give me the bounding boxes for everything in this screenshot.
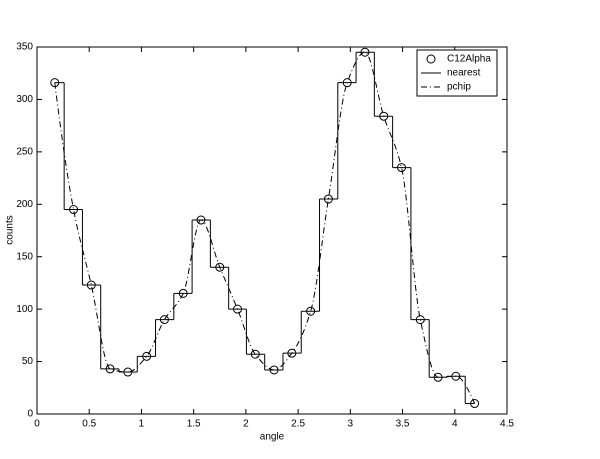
y-tick-label: 100 <box>16 304 33 315</box>
legend-symbol <box>426 54 436 64</box>
y-tick-label: 250 <box>16 146 33 157</box>
legend-label: C12Alpha <box>447 54 491 65</box>
x-axis-label: angle <box>260 432 285 443</box>
y-tick-label: 150 <box>16 251 33 262</box>
legend-label: pchip <box>447 82 471 93</box>
y-tick-label: 300 <box>16 94 33 105</box>
x-tick-label: 1.5 <box>187 419 201 430</box>
x-tick-label: 4.5 <box>500 419 514 430</box>
y-axis-label: counts <box>5 215 16 244</box>
pchip-line <box>54 51 476 404</box>
x-tick-label: 0.5 <box>82 419 96 430</box>
x-tick-label: 0 <box>34 419 40 430</box>
x-tick-label: 1 <box>139 419 145 430</box>
x-tick-label: 2.5 <box>291 419 305 430</box>
y-tick-label: 200 <box>16 199 33 210</box>
x-tick-label: 3.5 <box>396 419 410 430</box>
y-tick-label: 50 <box>22 356 34 367</box>
legend-label: nearest <box>447 68 481 79</box>
x-tick-label: 3 <box>348 419 354 430</box>
x-tick-label: 4 <box>452 419 458 430</box>
plot-frame <box>36 46 508 415</box>
y-tick-label: 0 <box>27 409 33 420</box>
y-tick-label: 350 <box>16 42 33 53</box>
x-tick-label: 2 <box>243 419 249 430</box>
